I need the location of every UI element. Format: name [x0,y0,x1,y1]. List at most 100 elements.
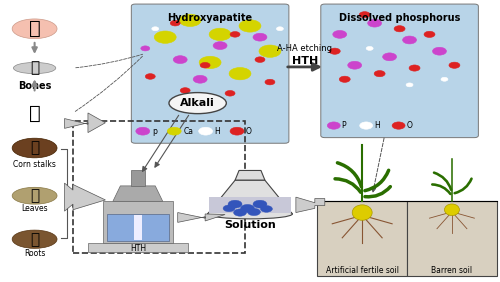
Circle shape [409,65,420,71]
Circle shape [402,36,416,44]
Circle shape [253,200,267,208]
Circle shape [382,53,396,61]
Ellipse shape [14,62,56,74]
Circle shape [394,26,405,32]
Circle shape [374,70,385,77]
Circle shape [167,127,181,135]
Text: Dissolved phosphorus: Dissolved phosphorus [339,13,460,23]
Circle shape [200,62,210,68]
Circle shape [432,47,446,55]
Circle shape [348,61,362,69]
Text: A-HA etching: A-HA etching [278,45,332,54]
Text: O: O [246,127,252,136]
Circle shape [449,62,460,68]
Ellipse shape [12,19,57,39]
Circle shape [152,27,159,31]
Circle shape [359,12,370,18]
Circle shape [180,88,190,93]
Text: Artificial fertile soil: Artificial fertile soil [326,266,398,275]
Bar [103,201,172,243]
Ellipse shape [444,204,460,215]
Circle shape [333,30,346,38]
Ellipse shape [208,209,292,219]
Text: Hydroxyapatite: Hydroxyapatite [168,13,252,23]
Circle shape [424,31,435,38]
Polygon shape [64,113,106,133]
Text: 🌾: 🌾 [30,140,39,155]
Bar [132,170,145,186]
Circle shape [366,47,373,50]
Circle shape [198,127,212,135]
Ellipse shape [352,205,372,220]
Circle shape [328,122,340,129]
Text: Leaves: Leaves [22,204,48,213]
Text: 🪨: 🪨 [30,232,39,247]
Text: H: H [374,121,380,130]
Circle shape [199,56,221,69]
Bar [407,201,497,276]
Text: 🍃: 🍃 [30,188,39,203]
Text: Barren soil: Barren soil [432,266,472,275]
Circle shape [193,75,207,83]
Text: Bones: Bones [18,81,52,91]
Circle shape [360,122,372,129]
Circle shape [170,20,180,26]
Circle shape [441,77,448,81]
Circle shape [406,83,413,87]
Circle shape [230,32,240,37]
Polygon shape [296,197,325,213]
Circle shape [146,74,156,79]
Ellipse shape [12,187,57,204]
Circle shape [265,79,275,85]
Ellipse shape [12,230,57,248]
Circle shape [173,56,187,63]
Circle shape [141,46,150,51]
Circle shape [239,20,261,32]
Circle shape [234,209,246,216]
Text: O: O [406,121,412,130]
Polygon shape [209,197,291,213]
Bar [107,214,169,241]
Text: Solution: Solution [224,220,276,230]
Circle shape [136,127,150,135]
Circle shape [154,31,176,43]
Text: HTH: HTH [292,56,318,66]
Circle shape [213,42,227,50]
Text: HTH: HTH [130,244,146,253]
Circle shape [255,57,265,62]
FancyBboxPatch shape [321,4,478,138]
Circle shape [276,27,283,31]
Ellipse shape [12,138,57,158]
Polygon shape [208,180,292,214]
Circle shape [209,28,231,41]
Polygon shape [64,183,106,211]
Ellipse shape [169,92,226,114]
Circle shape [330,48,340,54]
Text: Corn stalks: Corn stalks [13,160,56,169]
Bar [318,201,407,276]
Text: Ca: Ca [183,127,193,136]
Circle shape [368,19,382,27]
Bar [88,243,188,252]
Circle shape [392,122,405,129]
Circle shape [229,67,251,80]
Circle shape [230,127,244,135]
Polygon shape [235,170,265,180]
Circle shape [248,208,260,216]
Circle shape [223,205,235,212]
Text: 🐷: 🐷 [28,19,40,38]
Circle shape [228,200,242,208]
Text: 🐔: 🐔 [28,103,40,122]
Polygon shape [178,213,225,222]
Circle shape [225,91,235,96]
Circle shape [260,206,272,212]
Text: Roots: Roots [24,249,46,258]
Circle shape [179,14,201,27]
Circle shape [259,45,281,57]
Text: H: H [214,127,220,136]
Bar [134,215,142,240]
Text: p: p [152,127,156,136]
FancyBboxPatch shape [132,4,289,143]
Text: 🦴: 🦴 [30,61,39,76]
Circle shape [340,76,350,82]
